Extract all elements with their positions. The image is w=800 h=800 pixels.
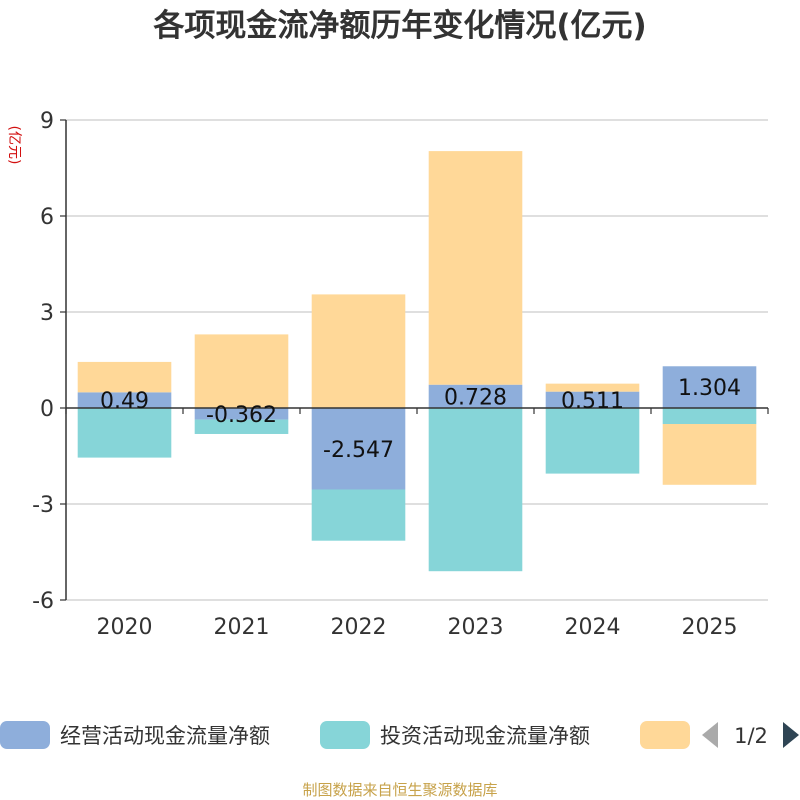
- legend-label: 经营活动现金流量净额: [60, 724, 270, 748]
- x-tick-label: 2023: [448, 615, 504, 640]
- bar-segment: [428, 384, 523, 408]
- bar-segment: [311, 489, 406, 541]
- x-tick-label: 2024: [565, 615, 621, 640]
- bar-segment: [662, 408, 757, 424]
- bar-segment: [77, 408, 172, 458]
- bar-segment: [545, 408, 640, 474]
- x-tick-label: 2020: [97, 615, 153, 640]
- pager-label: 1/2: [734, 724, 768, 748]
- pager-prev-icon[interactable]: [702, 722, 718, 748]
- bar-segment: [77, 392, 172, 408]
- legend-label: 投资活动现金流量净额: [380, 724, 590, 748]
- legend-swatch: [0, 721, 50, 749]
- data-label: -2.547: [323, 438, 394, 463]
- legend-swatch: [640, 721, 690, 749]
- y-tick-label: 6: [40, 205, 54, 230]
- x-tick-label: 2022: [331, 615, 387, 640]
- pager-next-icon[interactable]: [783, 722, 799, 748]
- data-labels: 0.49 -0.362 -2.547 0.728 0.511 1.304: [100, 376, 741, 463]
- bar-segment: [428, 151, 523, 385]
- data-label: 0.49: [100, 389, 149, 414]
- bar-segment: [77, 361, 172, 393]
- x-tick-label: 2025: [682, 615, 738, 640]
- source-note: 制图数据来自恒生聚源数据库: [302, 781, 497, 799]
- y-tick-label: -3: [32, 493, 54, 518]
- bar-segment: [194, 334, 289, 408]
- data-label: 0.728: [444, 385, 507, 410]
- y-tick-label: -6: [32, 589, 54, 614]
- bar-segment: [545, 383, 640, 392]
- data-label: 0.511: [561, 389, 624, 414]
- bar-segment: [545, 391, 640, 408]
- y-tick-label: 3: [40, 301, 54, 326]
- bars: [77, 151, 757, 572]
- legend: 经营活动现金流量净额 投资活动现金流量净额 1/2: [0, 721, 799, 749]
- x-tick-label: 2021: [214, 615, 270, 640]
- y-tick-label: 0: [40, 397, 54, 422]
- bar-segment: [194, 419, 289, 434]
- grid-lines: [66, 119, 768, 601]
- bar-segment: [311, 294, 406, 408]
- bar-segment: [428, 408, 523, 572]
- y-tick-label: 9: [40, 109, 54, 134]
- bar-segment: [662, 424, 757, 485]
- data-label: 1.304: [678, 376, 741, 401]
- bar-segment: [662, 366, 757, 408]
- data-label: -0.362: [206, 403, 277, 428]
- bar-segment: [194, 408, 289, 420]
- axes: -6 -3 0 3 6 9 2020 2021 2022 2023 2024 2025: [32, 109, 769, 640]
- chart-title: 各项现金流净额历年变化情况(亿元): [152, 8, 646, 44]
- bar-segment: [311, 408, 406, 490]
- y-axis-unit: (亿元): [6, 126, 22, 165]
- legend-swatch: [320, 721, 370, 749]
